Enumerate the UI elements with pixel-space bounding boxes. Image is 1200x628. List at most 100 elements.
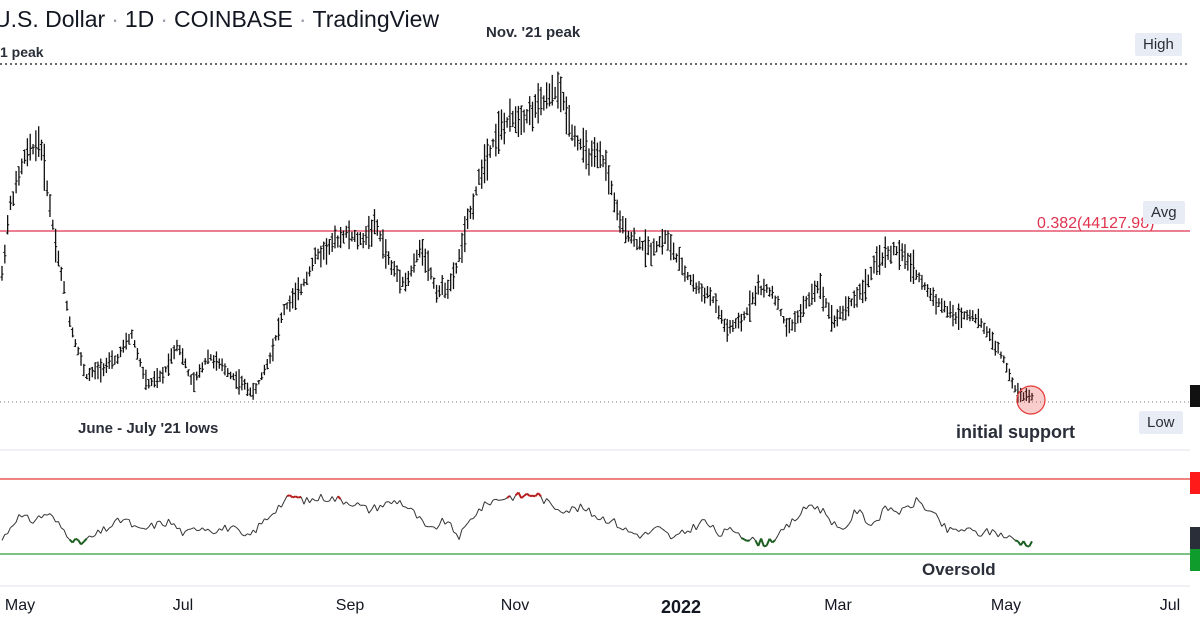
rsi-segment bbox=[495, 498, 499, 501]
support-marker[interactable] bbox=[1016, 385, 1046, 415]
ohlc-bar bbox=[734, 318, 738, 329]
ohlc-bar bbox=[429, 267, 433, 280]
ohlc-bar bbox=[677, 246, 681, 271]
rsi-segment bbox=[292, 495, 296, 499]
ohlc-bar bbox=[629, 231, 633, 244]
rsi-segment bbox=[425, 525, 429, 528]
ohlc-bar bbox=[164, 366, 168, 373]
ohlc-bar bbox=[454, 262, 458, 274]
interval[interactable]: 1D bbox=[124, 6, 155, 32]
ohlc-bar bbox=[996, 341, 1000, 354]
rsi-segment bbox=[312, 498, 316, 502]
ohlc-bar bbox=[528, 96, 532, 126]
rsi-segment bbox=[343, 501, 347, 505]
ohlc-bar bbox=[796, 310, 800, 324]
ohlc-bar bbox=[339, 227, 343, 249]
ohlc-bar bbox=[305, 271, 309, 286]
ohlc-bar bbox=[697, 281, 701, 294]
ohlc-bar bbox=[437, 285, 441, 298]
rsi-segment bbox=[224, 524, 229, 532]
rsi-segment bbox=[241, 534, 245, 537]
rsi-segment bbox=[131, 525, 135, 528]
rsi-segment bbox=[123, 518, 127, 521]
nov-peak-label: Nov. '21 peak bbox=[486, 24, 581, 41]
ohlc-bar bbox=[753, 285, 758, 306]
ohlc-bar bbox=[821, 286, 825, 312]
ohlc-bar bbox=[144, 369, 148, 391]
rsi-segment bbox=[182, 530, 186, 537]
ohlc-bar bbox=[353, 229, 357, 243]
ohlc-bar bbox=[914, 269, 918, 280]
ohlc-bar bbox=[355, 232, 360, 250]
rsi-segment bbox=[594, 515, 598, 520]
ohlc-bar bbox=[375, 219, 379, 236]
rsi-segment bbox=[893, 510, 897, 513]
rsi-segment bbox=[800, 506, 804, 515]
rsi-segment bbox=[918, 500, 923, 505]
rsi-segment bbox=[391, 500, 395, 505]
ohlc-bar bbox=[739, 313, 743, 332]
rsi-segment bbox=[924, 509, 928, 512]
rsi-segment bbox=[817, 506, 821, 514]
rsi-segment bbox=[26, 514, 31, 522]
rsi-segment bbox=[46, 513, 51, 516]
ohlc-bar bbox=[669, 234, 673, 261]
ohlc-bar bbox=[717, 305, 721, 320]
rsi-segment bbox=[89, 535, 93, 538]
rsi-segment bbox=[35, 515, 40, 520]
ohlc-bar bbox=[635, 239, 639, 251]
ohlc-bar bbox=[533, 94, 537, 118]
ohlc-bar bbox=[982, 322, 986, 334]
ohlc-bar bbox=[118, 346, 123, 358]
ohlc-bar bbox=[607, 165, 611, 195]
oversold-label: Oversold bbox=[922, 560, 996, 579]
rsi-segment bbox=[340, 498, 344, 505]
lows-label: June - July '21 lows bbox=[78, 420, 219, 437]
ohlc-bar bbox=[372, 209, 377, 235]
rsi-segment bbox=[678, 529, 683, 535]
rsi-pane bbox=[1, 491, 1033, 548]
ohlc-bar bbox=[883, 236, 887, 268]
rsi-segment bbox=[108, 525, 113, 529]
ohlc-bar bbox=[705, 285, 710, 299]
ohlc-bar bbox=[646, 236, 650, 256]
ohlc-bar bbox=[680, 257, 684, 276]
ohlc-bar bbox=[313, 247, 317, 265]
ohlc-bar bbox=[674, 253, 679, 263]
ohlc-bar bbox=[466, 208, 470, 230]
ohlc-bar bbox=[793, 311, 797, 332]
ohlc-bar bbox=[609, 180, 614, 196]
ohlc-bar bbox=[14, 170, 18, 194]
ohlc-bar bbox=[598, 141, 602, 169]
ohlc-bar bbox=[1021, 392, 1026, 402]
ohlc-bar bbox=[934, 294, 938, 315]
ohlc-bar bbox=[666, 230, 670, 251]
ohlc-bar bbox=[6, 215, 10, 235]
rsi-segment bbox=[583, 508, 587, 512]
rsi-segment bbox=[687, 530, 691, 533]
ohlc-bar bbox=[392, 260, 396, 277]
ohlc-bar bbox=[846, 296, 851, 317]
ohlc-bar bbox=[245, 382, 250, 396]
ohlc-bar bbox=[911, 249, 916, 284]
ohlc-bar bbox=[649, 242, 653, 267]
ohlc-bar bbox=[502, 112, 506, 145]
rsi-segment bbox=[963, 527, 968, 532]
x-label-may-2: May bbox=[990, 597, 1022, 614]
ohlc-bar bbox=[545, 82, 549, 109]
rsi-segment bbox=[298, 495, 302, 499]
rsi-segment bbox=[238, 529, 243, 535]
rsi-segment bbox=[450, 522, 454, 533]
rsi-segment bbox=[898, 507, 903, 515]
low-badge: Low bbox=[1139, 411, 1183, 434]
ohlc-bar bbox=[722, 318, 727, 332]
rsi-segment bbox=[151, 522, 155, 529]
rsi-segment bbox=[639, 534, 643, 539]
rsi-segment bbox=[915, 497, 920, 502]
ohlc-bar bbox=[807, 292, 811, 307]
ohlc-bar bbox=[440, 275, 444, 295]
rsi-segment bbox=[41, 514, 45, 519]
rsi-segment bbox=[681, 529, 686, 534]
rsi-segment bbox=[662, 528, 666, 532]
